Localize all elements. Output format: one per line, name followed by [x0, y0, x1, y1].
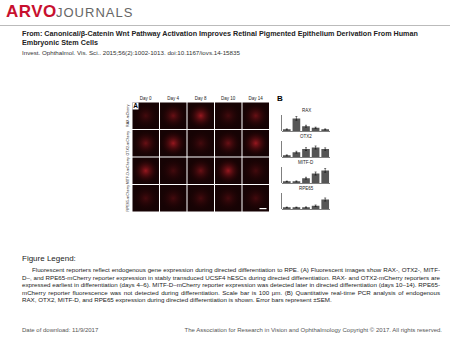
svg-text:Day 14: Day 14	[249, 96, 264, 101]
svg-text:Day 8: Day 8	[195, 96, 207, 101]
html-text:Figure Legend:: Figure Legend:	[22, 254, 76, 263]
html-text:ARVOJOURNALS: ARVOJOURNALS	[6, 2, 134, 21]
svg-text:RPE65: RPE65	[299, 186, 314, 191]
svg-text:MITF-D-mCherry: MITF-D-mCherry	[126, 157, 130, 184]
html-text:From: Canonical/β-Catenin Wnt: From: Canonical/β-Catenin Wnt Pathway Ac…	[22, 29, 418, 47]
svg-text:Day 4: Day 4	[167, 96, 179, 101]
html-text:The Association for Research i: The Association for Research in Vision a…	[184, 327, 442, 333]
svg-text:RAX: RAX	[302, 108, 311, 113]
svg-text:RPE65-mCherry: RPE65-mCherry	[126, 185, 130, 212]
svg-text:MITF-D: MITF-D	[298, 160, 314, 165]
svg-text:Day 10: Day 10	[221, 96, 236, 101]
html-text:Fluorescent reporters reflect: Fluorescent reporters reflect endogenous…	[22, 266, 440, 304]
svg-text:OTX2-mCherry: OTX2-mCherry	[126, 131, 130, 156]
svg-text:A: A	[133, 102, 138, 109]
html-text:Date of download: 11/9/2017: Date of download: 11/9/2017	[22, 327, 99, 333]
svg-text:Day 0: Day 0	[140, 96, 152, 101]
svg-text:RAX-mCherry: RAX-mCherry	[126, 104, 130, 127]
html-text:B: B	[277, 94, 283, 103]
svg-text:OTX2: OTX2	[300, 134, 312, 139]
html-text:Invest. Ophthalmol. Vis. Sci..: Invest. Ophthalmol. Vis. Sci.. 2015;56(2…	[22, 49, 240, 56]
